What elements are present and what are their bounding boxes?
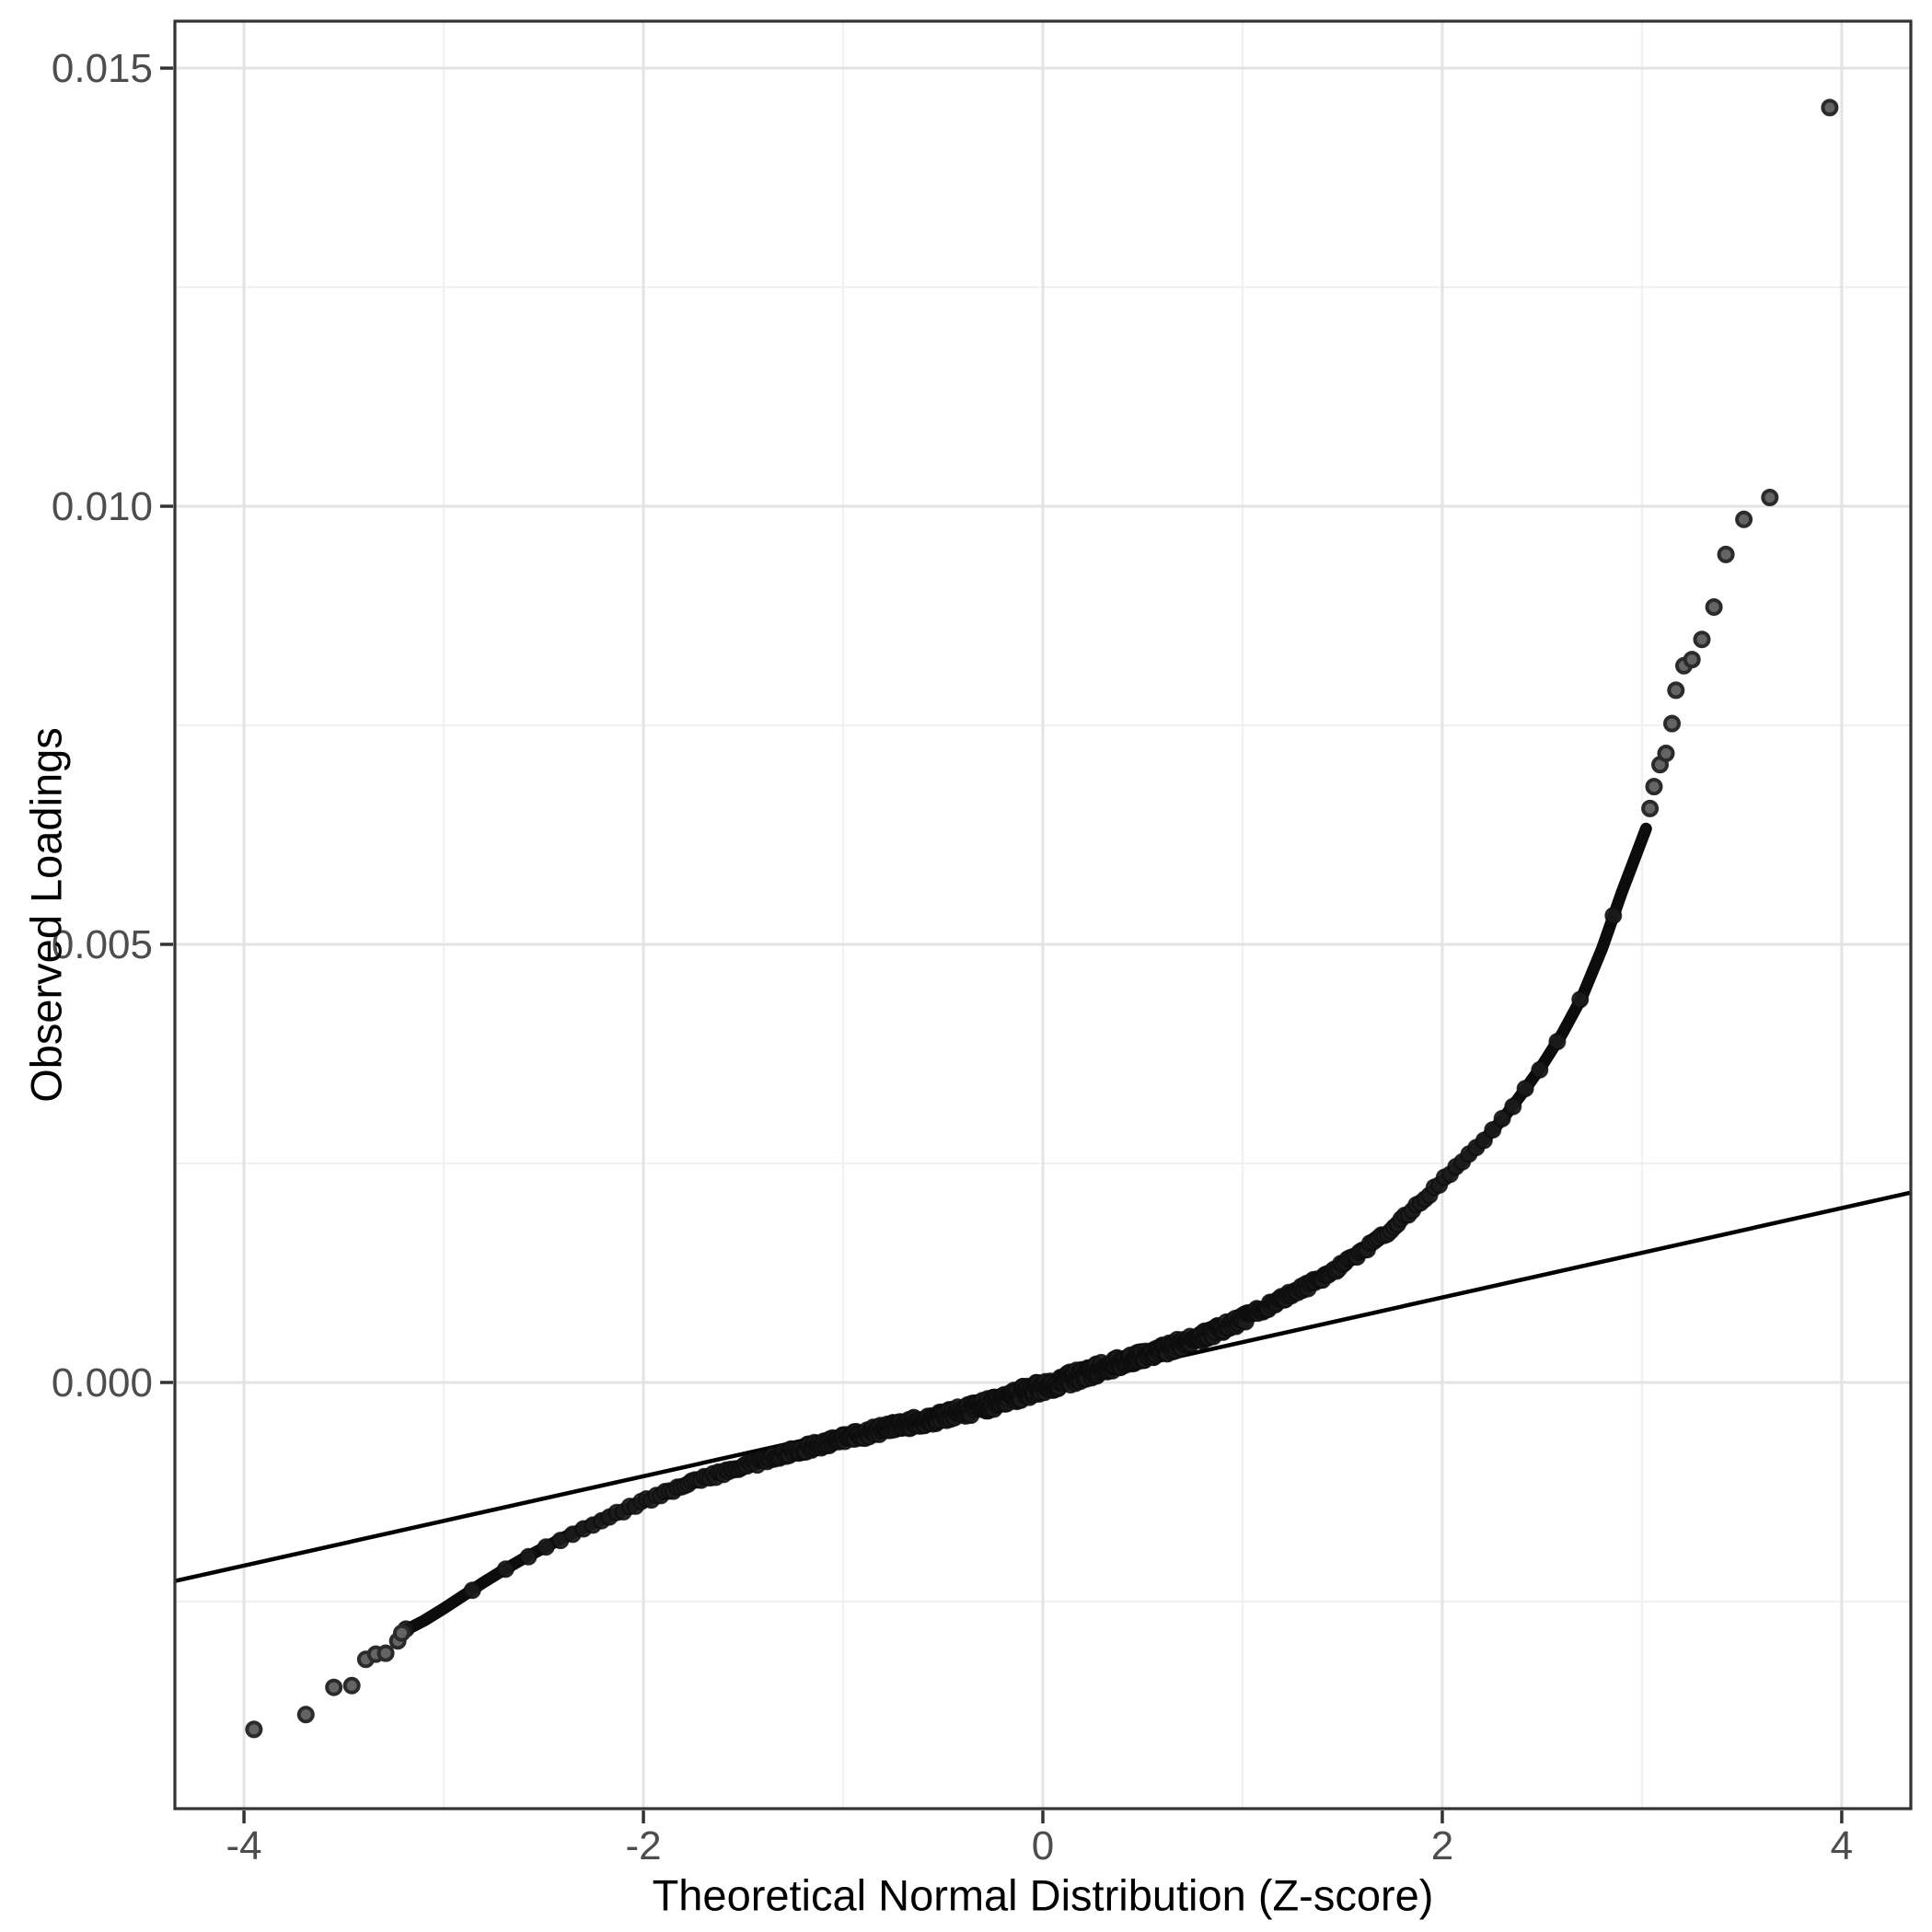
data-point xyxy=(1548,1033,1567,1051)
data-point xyxy=(1504,1097,1522,1116)
data-point xyxy=(537,1538,555,1556)
x-tick-label: 2 xyxy=(1431,1823,1453,1868)
outlier-point xyxy=(1821,98,1839,117)
data-point xyxy=(519,1547,538,1566)
y-tick-label: 0.005 xyxy=(52,922,153,967)
x-tick-label: -4 xyxy=(226,1823,262,1868)
panel-border xyxy=(173,19,1913,1811)
outlier-point xyxy=(1657,745,1675,762)
y-tick-label: 0.000 xyxy=(52,1360,153,1406)
data-point xyxy=(1604,907,1623,925)
outlier-point xyxy=(376,1644,395,1662)
outlier-point xyxy=(1717,545,1735,563)
outlier-point xyxy=(1693,631,1711,649)
outlier-point xyxy=(342,1676,361,1695)
data-point xyxy=(496,1560,515,1579)
outlier-point xyxy=(1683,651,1701,669)
outlier-point xyxy=(245,1720,263,1739)
outlier-point xyxy=(1645,778,1663,796)
data-point xyxy=(1531,1060,1549,1079)
x-tick-label: 4 xyxy=(1831,1823,1853,1868)
data-point xyxy=(1493,1109,1511,1128)
x-axis-title: Theoretical Normal Distribution (Z-score… xyxy=(652,1870,1434,1920)
outlier-point xyxy=(296,1706,315,1724)
outlier-point xyxy=(1667,681,1685,700)
outlier-point xyxy=(1735,510,1753,528)
outlier-point xyxy=(325,1678,343,1696)
data-point xyxy=(463,1581,481,1600)
outlier-point xyxy=(1705,598,1723,616)
outlier-point xyxy=(1663,714,1681,733)
y-axis-title: Observed Loadings xyxy=(21,727,71,1103)
data-point xyxy=(1571,990,1590,1009)
outlier-point xyxy=(1761,489,1779,506)
outlier-point xyxy=(1641,799,1660,817)
x-tick-label: 0 xyxy=(1032,1823,1054,1868)
data-point xyxy=(1484,1121,1502,1139)
y-tick-label: 0.010 xyxy=(52,484,153,529)
x-tick-label: -2 xyxy=(625,1823,661,1868)
y-tick-label: 0.015 xyxy=(52,46,153,91)
outlier-point xyxy=(393,1624,411,1642)
data-point xyxy=(1516,1080,1534,1098)
